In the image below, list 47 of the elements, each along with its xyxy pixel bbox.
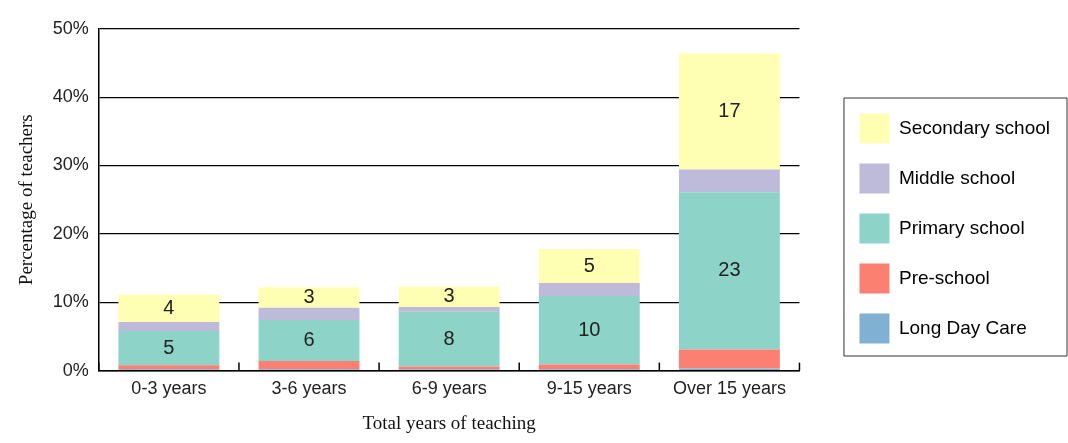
bar xyxy=(678,53,780,170)
y-tick-label: 50% xyxy=(52,17,89,38)
data-label: 5 xyxy=(163,335,175,358)
x-axis-title: Total years of teaching xyxy=(362,411,537,433)
x-tick-label: 3-6 years xyxy=(271,378,347,399)
bar xyxy=(538,296,640,365)
data-label: 4 xyxy=(163,295,175,318)
y-tick-label: 30% xyxy=(52,154,89,175)
legend-label: Pre-school xyxy=(898,266,990,288)
data-label: 17 xyxy=(718,99,741,122)
y-tick-label: 40% xyxy=(52,86,89,107)
bar xyxy=(258,307,360,321)
legend-label: Long Day Care xyxy=(898,316,1027,338)
data-label: 23 xyxy=(718,258,741,281)
data-label: 3 xyxy=(443,284,455,307)
y-tick-label: 0% xyxy=(62,359,89,380)
bar xyxy=(678,169,780,193)
legend-label: Secondary school xyxy=(898,116,1051,138)
y-tick-label: 10% xyxy=(52,291,89,312)
legend-label: Primary school xyxy=(898,216,1025,238)
bar xyxy=(678,349,780,369)
bar xyxy=(118,294,220,323)
x-tick-label: 9-15 years xyxy=(546,378,632,399)
x-tick-label: 6-9 years xyxy=(411,378,487,399)
bar xyxy=(538,248,640,284)
bar xyxy=(258,361,360,370)
bar xyxy=(258,320,360,362)
bar xyxy=(258,287,360,308)
data-label: 8 xyxy=(443,326,455,349)
bar xyxy=(398,311,500,367)
data-label: 10 xyxy=(578,317,601,340)
bar xyxy=(538,283,640,297)
bar xyxy=(538,364,640,370)
data-label: 3 xyxy=(303,284,315,307)
data-label: 6 xyxy=(303,328,315,351)
data-label: 5 xyxy=(583,253,595,276)
x-tick-label: 0-3 years xyxy=(131,378,207,399)
bar xyxy=(118,365,220,370)
bar xyxy=(398,307,500,312)
bar xyxy=(118,330,220,366)
legend-label: Middle school xyxy=(898,166,1016,188)
bar xyxy=(398,286,500,308)
bar xyxy=(678,192,780,350)
y-tick-label: 20% xyxy=(52,222,89,243)
y-axis-title: Percentage of teachers xyxy=(15,114,37,286)
x-tick-label: Over 15 years xyxy=(672,378,786,399)
bar xyxy=(118,322,220,331)
